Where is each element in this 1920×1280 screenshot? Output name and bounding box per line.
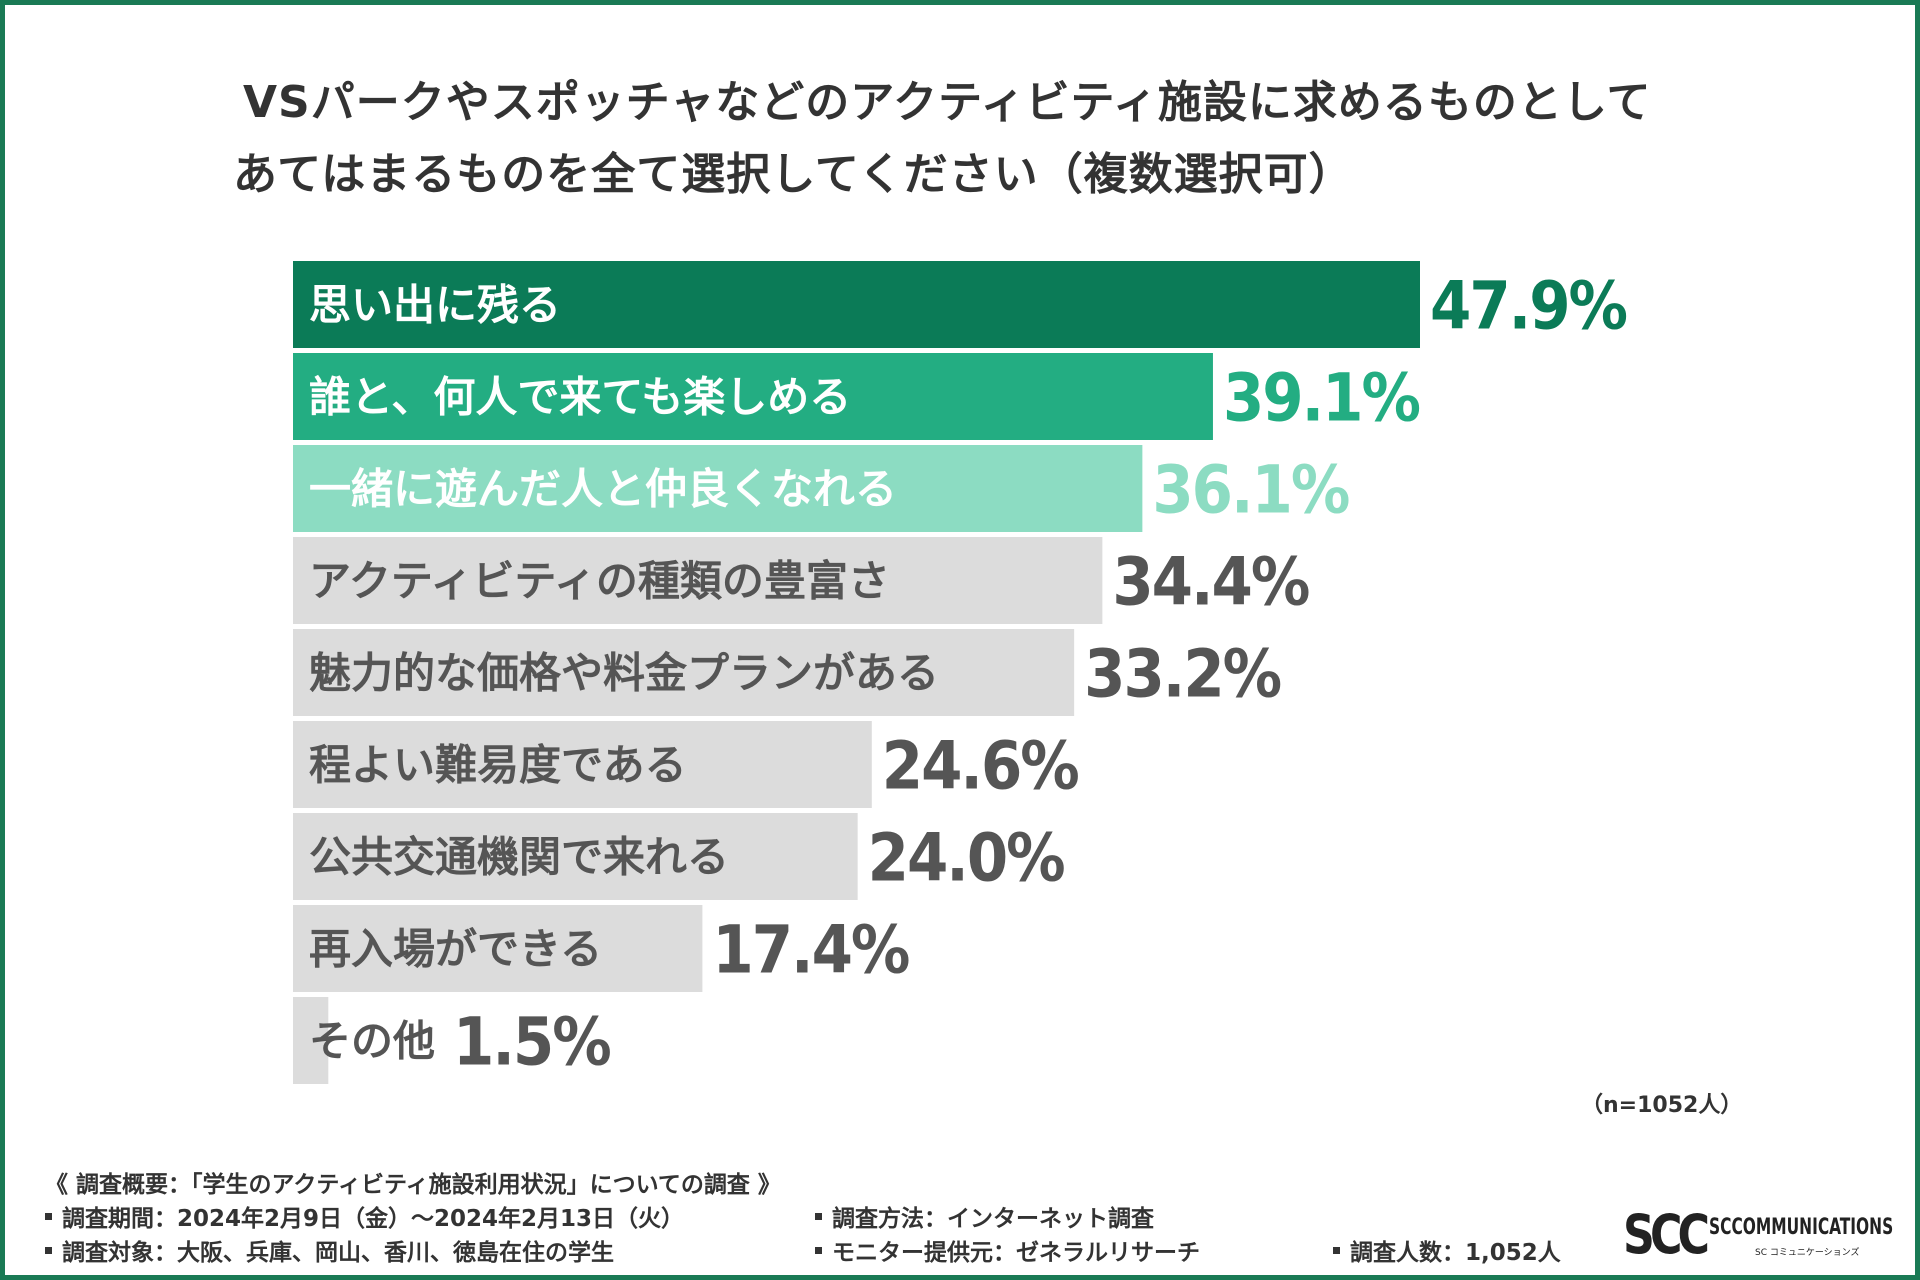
value-label-5: 33.2% bbox=[1084, 636, 1281, 713]
value-label-8: 17.4% bbox=[712, 912, 909, 989]
bar-label-1: 思い出に残る bbox=[309, 281, 561, 330]
bullet-square-icon bbox=[45, 1247, 52, 1254]
bar-label-2: 誰と、何人で来ても楽しめる bbox=[309, 373, 851, 422]
scc-communications-logo: SCC SCCOMMUNICATIONS SC コミュニケーションズ bbox=[1623, 1205, 1903, 1265]
bar-chart: 思い出に残る 47.9% 誰と、何人で来ても楽しめる 39.1% 一緒に遊んだ人と仲良く… bbox=[293, 261, 1629, 1084]
bar-label-5: 魅力的な価格や料金プランがある bbox=[309, 649, 939, 698]
bar-label-4: アクティビティの種類の豊富さ bbox=[309, 557, 890, 606]
value-label-3: 36.1% bbox=[1152, 452, 1349, 529]
survey-method: 調査方法：インターネット調査 bbox=[815, 1199, 1154, 1233]
bar-label-3: 一緒に遊んだ人と仲良くなれる bbox=[309, 465, 897, 514]
survey-heading: 《 調査概要：「学生のアクティビティ施設利用状況」についての調査 》 bbox=[45, 1172, 781, 1198]
value-label-4: 34.4% bbox=[1112, 544, 1309, 621]
survey-period: 調査期間：2024年2月9日（金）～2024年2月13日（火） bbox=[45, 1199, 684, 1233]
logo-name: SCCOMMUNICATIONS bbox=[1709, 1215, 1894, 1240]
value-label-6: 24.6% bbox=[882, 728, 1079, 805]
bar-5 bbox=[293, 629, 1075, 716]
bullet-square-icon bbox=[45, 1213, 52, 1220]
survey-provider: モニター提供元：ゼネラルリサーチ bbox=[815, 1233, 1200, 1267]
bar-label-7: 公共交通機関で来れる bbox=[309, 833, 729, 882]
chart-title: VSパークやスポッチャなどのアクティビティ施設に求めるものとして あてはまるもの… bbox=[233, 67, 1652, 211]
bar-3 bbox=[293, 445, 1143, 532]
bar-8 bbox=[293, 905, 703, 992]
bar-2 bbox=[293, 353, 1213, 440]
value-label-7: 24.0% bbox=[868, 820, 1065, 897]
logo-mark: SCC bbox=[1623, 1203, 1710, 1266]
chart-title-line-2: あてはまるものを全て選択してください（複数選択可） bbox=[233, 149, 1354, 200]
bar-label-8: 再入場ができる bbox=[309, 925, 602, 974]
value-label-1: 47.9% bbox=[1430, 268, 1627, 345]
bar-6 bbox=[293, 721, 872, 808]
bar-9 bbox=[293, 997, 329, 1084]
survey-count: 調査人数：1,052人 bbox=[1333, 1233, 1561, 1267]
bar-4 bbox=[293, 537, 1103, 624]
bar-label-9: その他 bbox=[309, 1017, 435, 1066]
survey-target: 調査対象：大阪、兵庫、岡山、香川、徳島在住の学生 bbox=[45, 1233, 614, 1267]
bullet-square-icon bbox=[815, 1247, 822, 1254]
sample-size-note: （n=1052人） bbox=[1581, 1093, 1743, 1118]
value-label-9: 1.5% bbox=[453, 1004, 610, 1081]
chart-title-line-1: VSパークやスポッチャなどのアクティビティ施設に求めるものとして bbox=[243, 77, 1652, 128]
logo-subtitle: SC コミュニケーションズ bbox=[1755, 1248, 1860, 1258]
bar-1 bbox=[293, 261, 1420, 348]
bullet-square-icon bbox=[815, 1213, 822, 1220]
bar-label-6: 程よい難易度である bbox=[309, 741, 687, 790]
value-label-2: 39.1% bbox=[1223, 360, 1420, 437]
bar-7 bbox=[293, 813, 858, 900]
bullet-square-icon bbox=[1333, 1247, 1340, 1254]
